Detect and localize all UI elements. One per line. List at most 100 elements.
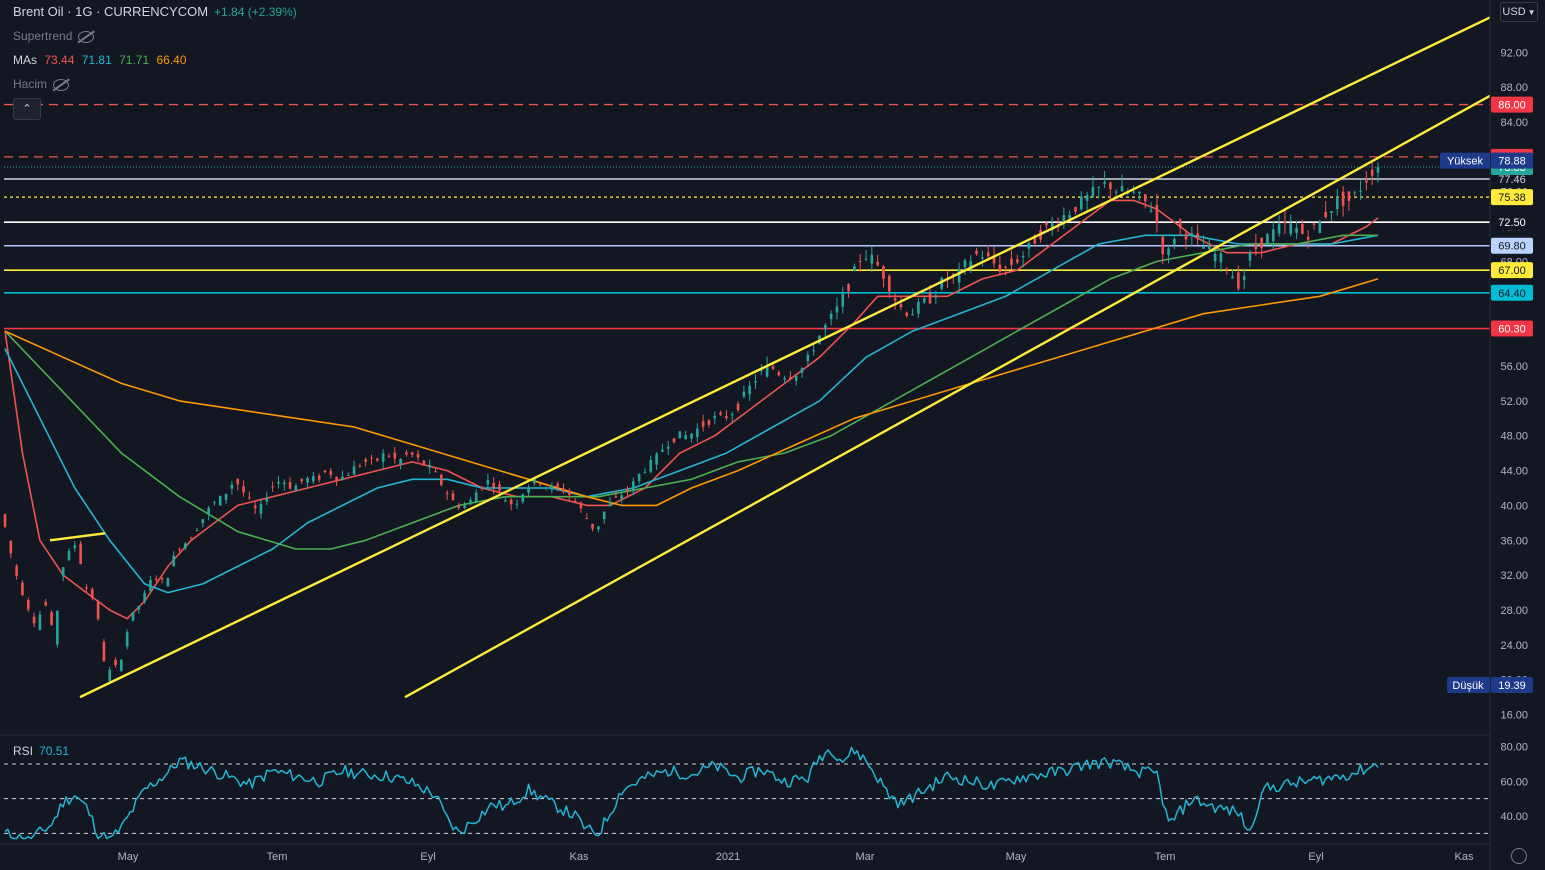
candle-body (847, 284, 850, 292)
price-tick-label: 32.00 (1500, 570, 1528, 582)
candle-body (160, 578, 164, 580)
candle-body (928, 293, 932, 304)
candle-body (602, 511, 606, 520)
channel-trendline[interactable] (49, 532, 106, 542)
candle-body (405, 452, 408, 455)
high-label: Yüksek (1447, 156, 1484, 168)
candle-body (573, 500, 577, 502)
candle-body (184, 543, 187, 549)
candle-body (329, 470, 333, 475)
channel-trendline[interactable] (79, 16, 1491, 699)
level-price-label: 77.46 (1498, 174, 1526, 186)
channel-trendline[interactable] (404, 94, 1491, 699)
candle-body (1143, 194, 1147, 202)
candle-body (154, 578, 158, 580)
gear-icon[interactable] (1511, 848, 1527, 864)
candle-body (707, 420, 711, 425)
candle-body (812, 350, 815, 352)
moving-average-line[interactable] (4, 234, 1378, 550)
candle-body (44, 601, 48, 606)
candle-body (957, 269, 961, 283)
candle-body (835, 306, 839, 313)
candle-body (829, 313, 833, 320)
candle-body (748, 385, 751, 395)
price-tick-label: 52.00 (1500, 396, 1528, 408)
candle-body (986, 252, 990, 257)
candle-body (1074, 206, 1077, 212)
moving-average-line[interactable] (4, 278, 1379, 507)
candle-body (538, 483, 542, 485)
low-value-label: 19.39 (1498, 680, 1526, 692)
candle-body (399, 458, 402, 465)
candle-body (218, 495, 222, 506)
candle-body (1173, 238, 1176, 245)
candle-body (940, 278, 943, 289)
candle-body (38, 614, 42, 630)
candle-body (853, 266, 856, 271)
candle-body (352, 466, 356, 475)
price-tick-label: 28.00 (1500, 605, 1528, 617)
candle-body (108, 669, 112, 681)
candle-body (1365, 180, 1368, 183)
candle-body (1062, 215, 1066, 223)
supertrend-legend[interactable]: Supertrend (13, 29, 95, 43)
rsi-legend[interactable]: RSI 70.51 (13, 744, 69, 758)
candle-body (1010, 258, 1013, 265)
chevron-up-icon[interactable]: ⌃ (13, 98, 41, 120)
candle-body (713, 415, 717, 419)
candle-body (911, 314, 914, 316)
rsi-line[interactable] (4, 746, 1379, 840)
price-axis[interactable] (1490, 0, 1545, 870)
high-tag (1440, 152, 1490, 169)
candle-body (149, 579, 152, 592)
candle-body (556, 483, 559, 487)
candle-body (736, 403, 740, 410)
candle-body (381, 453, 385, 462)
level-price-label: 86.00 (1498, 100, 1526, 112)
candle-body (620, 495, 623, 499)
candle-body (445, 492, 449, 494)
price-tick-label: 56.00 (1500, 361, 1528, 373)
mas-legend[interactable]: MAs 73.44 71.81 71.71 66.40 (13, 53, 187, 67)
symbol-legend[interactable]: Brent Oil · 1G · CURRENCYCOM +1.84 (+2.39… (13, 4, 297, 20)
candle-body (858, 260, 862, 263)
candle-body (1138, 192, 1141, 194)
price-tick-label: 24.00 (1500, 640, 1528, 652)
candle-body (67, 550, 71, 560)
candle-body (893, 298, 897, 301)
level-price-label: 67.00 (1498, 265, 1526, 277)
low-tag (1447, 677, 1490, 694)
candle-body (498, 484, 501, 491)
candle-body (9, 540, 13, 554)
candle-body (120, 659, 123, 671)
candle-body (998, 264, 1002, 272)
candle-body (457, 505, 461, 509)
candle-body (882, 266, 885, 279)
currency-selector[interactable]: USD ▼ (1500, 2, 1538, 22)
candle-body (643, 471, 647, 473)
candle-body (1184, 233, 1188, 240)
candle-body (969, 261, 973, 270)
candle-body (317, 475, 321, 480)
candle-body (608, 501, 612, 507)
volume-legend[interactable]: Hacim (13, 77, 70, 91)
candle-body (719, 412, 722, 415)
candle-body (1207, 244, 1211, 250)
candle-body (597, 526, 600, 530)
trend-channel[interactable] (49, 16, 1491, 699)
candle-body (864, 258, 868, 260)
candle-body (428, 464, 431, 468)
candle-body (1027, 242, 1031, 249)
candle-body (777, 372, 781, 376)
candle-body (1341, 191, 1345, 207)
candle-body (131, 612, 135, 621)
eye-hidden-icon[interactable] (78, 30, 95, 43)
candle-body (1335, 198, 1339, 210)
symbol-title[interactable]: Brent Oil · 1G · CURRENCYCOM (13, 4, 209, 19)
supertrend-label: Supertrend (13, 29, 73, 43)
candle-body (876, 261, 879, 266)
level-price-label: 75.38 (1498, 192, 1526, 204)
eye-hidden-icon[interactable] (53, 78, 70, 91)
candle-body (1161, 236, 1165, 255)
